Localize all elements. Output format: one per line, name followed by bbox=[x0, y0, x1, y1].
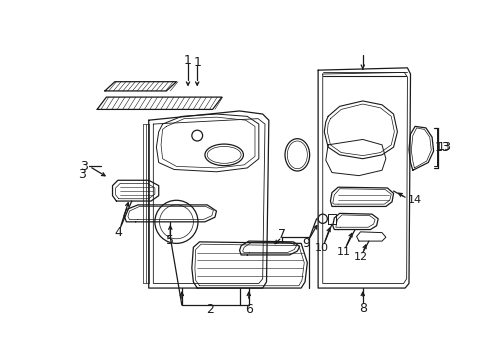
Text: 13: 13 bbox=[438, 142, 451, 152]
Text: 8: 8 bbox=[359, 302, 367, 315]
Text: 11: 11 bbox=[337, 247, 350, 257]
Text: 7: 7 bbox=[278, 228, 286, 240]
Text: 3: 3 bbox=[78, 168, 86, 181]
Text: 4: 4 bbox=[115, 226, 122, 239]
Text: 10: 10 bbox=[315, 243, 329, 253]
Text: 14: 14 bbox=[408, 194, 421, 204]
Text: 1: 1 bbox=[184, 54, 192, 67]
Text: 1: 1 bbox=[193, 56, 201, 69]
Text: 2: 2 bbox=[206, 303, 214, 316]
Text: 9: 9 bbox=[303, 237, 311, 250]
Text: 5: 5 bbox=[166, 234, 174, 247]
Text: 13: 13 bbox=[435, 141, 450, 154]
Text: 12: 12 bbox=[353, 252, 368, 262]
Text: 3: 3 bbox=[80, 160, 88, 173]
Text: 6: 6 bbox=[245, 303, 253, 316]
